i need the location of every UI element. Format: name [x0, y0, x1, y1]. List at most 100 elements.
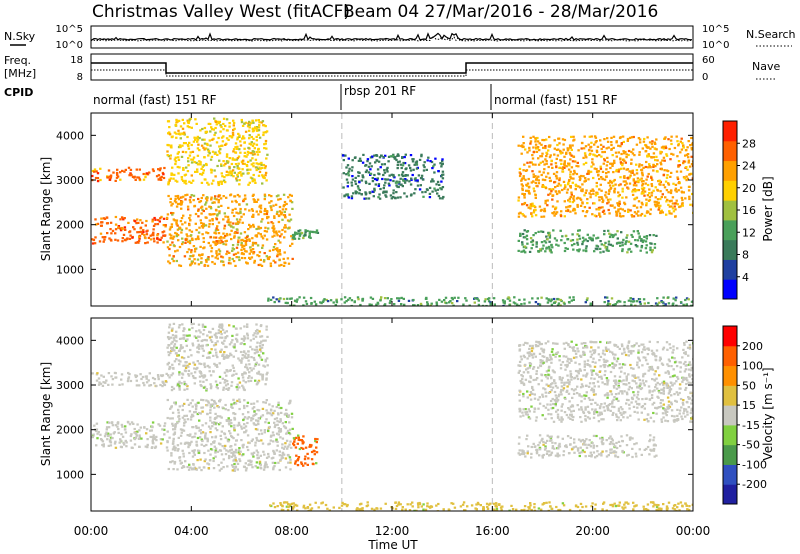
echo-cell — [168, 367, 171, 371]
echo-cell — [239, 211, 242, 215]
echo-cell — [146, 229, 149, 232]
echo-cell — [241, 124, 245, 127]
echo-cell — [532, 234, 535, 237]
echo-cell — [244, 425, 248, 428]
echo-cell — [167, 183, 170, 186]
echo-cell — [122, 218, 125, 221]
echo-cell — [199, 345, 202, 348]
echo-cell — [644, 247, 648, 250]
echo-cell — [175, 336, 178, 339]
echo-cell — [120, 423, 124, 426]
echo-cell — [622, 383, 625, 386]
echo-cell — [308, 232, 311, 235]
echo-cell — [206, 356, 209, 359]
echo-cell — [193, 411, 196, 414]
echo-cell — [679, 366, 682, 369]
echo-cell — [364, 191, 367, 194]
echo-cell — [118, 227, 122, 230]
echo-cell — [259, 463, 262, 466]
echo-cell — [211, 261, 214, 264]
echo-cell — [529, 140, 533, 143]
echo-cell — [522, 392, 525, 396]
echo-cell — [565, 151, 568, 154]
echo-cell — [680, 406, 683, 409]
echo-cell — [232, 452, 235, 455]
echo-cell — [529, 207, 532, 210]
echo-cell — [239, 218, 242, 221]
echo-cell — [641, 190, 644, 193]
echo-cell — [669, 139, 673, 142]
echo-cell — [172, 337, 175, 340]
echo-cell — [560, 159, 563, 162]
echo-cell — [224, 444, 227, 447]
echo-cell — [570, 177, 573, 180]
echo-cell — [106, 232, 109, 235]
echo-cell — [176, 421, 179, 425]
echo-region-rising-band-upper — [166, 117, 269, 187]
echo-cell — [119, 178, 122, 181]
echo-cell — [239, 207, 242, 211]
echo-cell — [264, 383, 267, 386]
echo-cell — [159, 167, 162, 170]
echo-cell — [310, 458, 314, 461]
echo-cell — [156, 241, 159, 244]
echo-cell — [544, 202, 547, 205]
echo-cell — [167, 331, 171, 334]
echo-cell — [167, 337, 171, 341]
echo-cell — [540, 208, 543, 211]
echo-cell — [260, 161, 263, 164]
echo-cell — [403, 192, 406, 195]
echo-cell — [622, 158, 625, 161]
echo-cell — [117, 428, 120, 431]
echo-cell — [689, 203, 692, 206]
echo-cell — [551, 348, 554, 351]
echo-cell — [203, 460, 206, 463]
echo-cell — [200, 432, 203, 435]
echo-cell — [681, 142, 684, 145]
echo-cell — [235, 179, 239, 182]
echo-cell — [199, 412, 202, 415]
echo-cell — [526, 151, 529, 154]
echo-cell — [548, 179, 552, 183]
echo-cell — [631, 152, 635, 155]
echo-cell — [609, 198, 612, 201]
echo-cell — [173, 401, 176, 404]
echo-cell — [564, 247, 567, 250]
echo-cell — [187, 355, 190, 358]
echo-cell — [416, 184, 420, 187]
echo-cell — [653, 353, 656, 356]
echo-cell — [199, 172, 202, 176]
echo-cell — [177, 359, 181, 362]
echo-cell — [401, 164, 405, 167]
echo-cell — [600, 243, 603, 246]
echo-cell — [215, 336, 218, 339]
echo-cell — [157, 168, 160, 171]
echo-cell — [252, 165, 255, 168]
echo-cell — [196, 449, 200, 452]
echo-cell — [667, 138, 670, 141]
echo-cell — [94, 218, 97, 221]
echo-cell — [211, 327, 215, 330]
echo-cell — [610, 162, 613, 165]
echo-cell — [203, 126, 207, 130]
echo-cell — [543, 139, 546, 142]
echo-cell — [592, 357, 595, 360]
echo-cell — [400, 166, 403, 170]
echo-cell — [201, 165, 204, 168]
echo-cell — [235, 439, 238, 442]
echo-cell — [572, 356, 576, 359]
echo-cell — [133, 228, 136, 231]
echo-cell — [241, 246, 244, 249]
echo-cell — [183, 133, 186, 136]
echo-cell — [188, 328, 191, 331]
echo-cell — [687, 406, 690, 409]
echo-cell — [103, 435, 107, 438]
echo-cell — [108, 175, 112, 178]
echo-cell — [133, 427, 136, 431]
echo-cell — [214, 451, 217, 454]
colorbar-swatch — [723, 121, 737, 142]
echo-cell — [351, 178, 355, 181]
echo-cell — [238, 203, 241, 206]
echo-cell — [227, 262, 231, 265]
echo-cell — [542, 171, 545, 174]
